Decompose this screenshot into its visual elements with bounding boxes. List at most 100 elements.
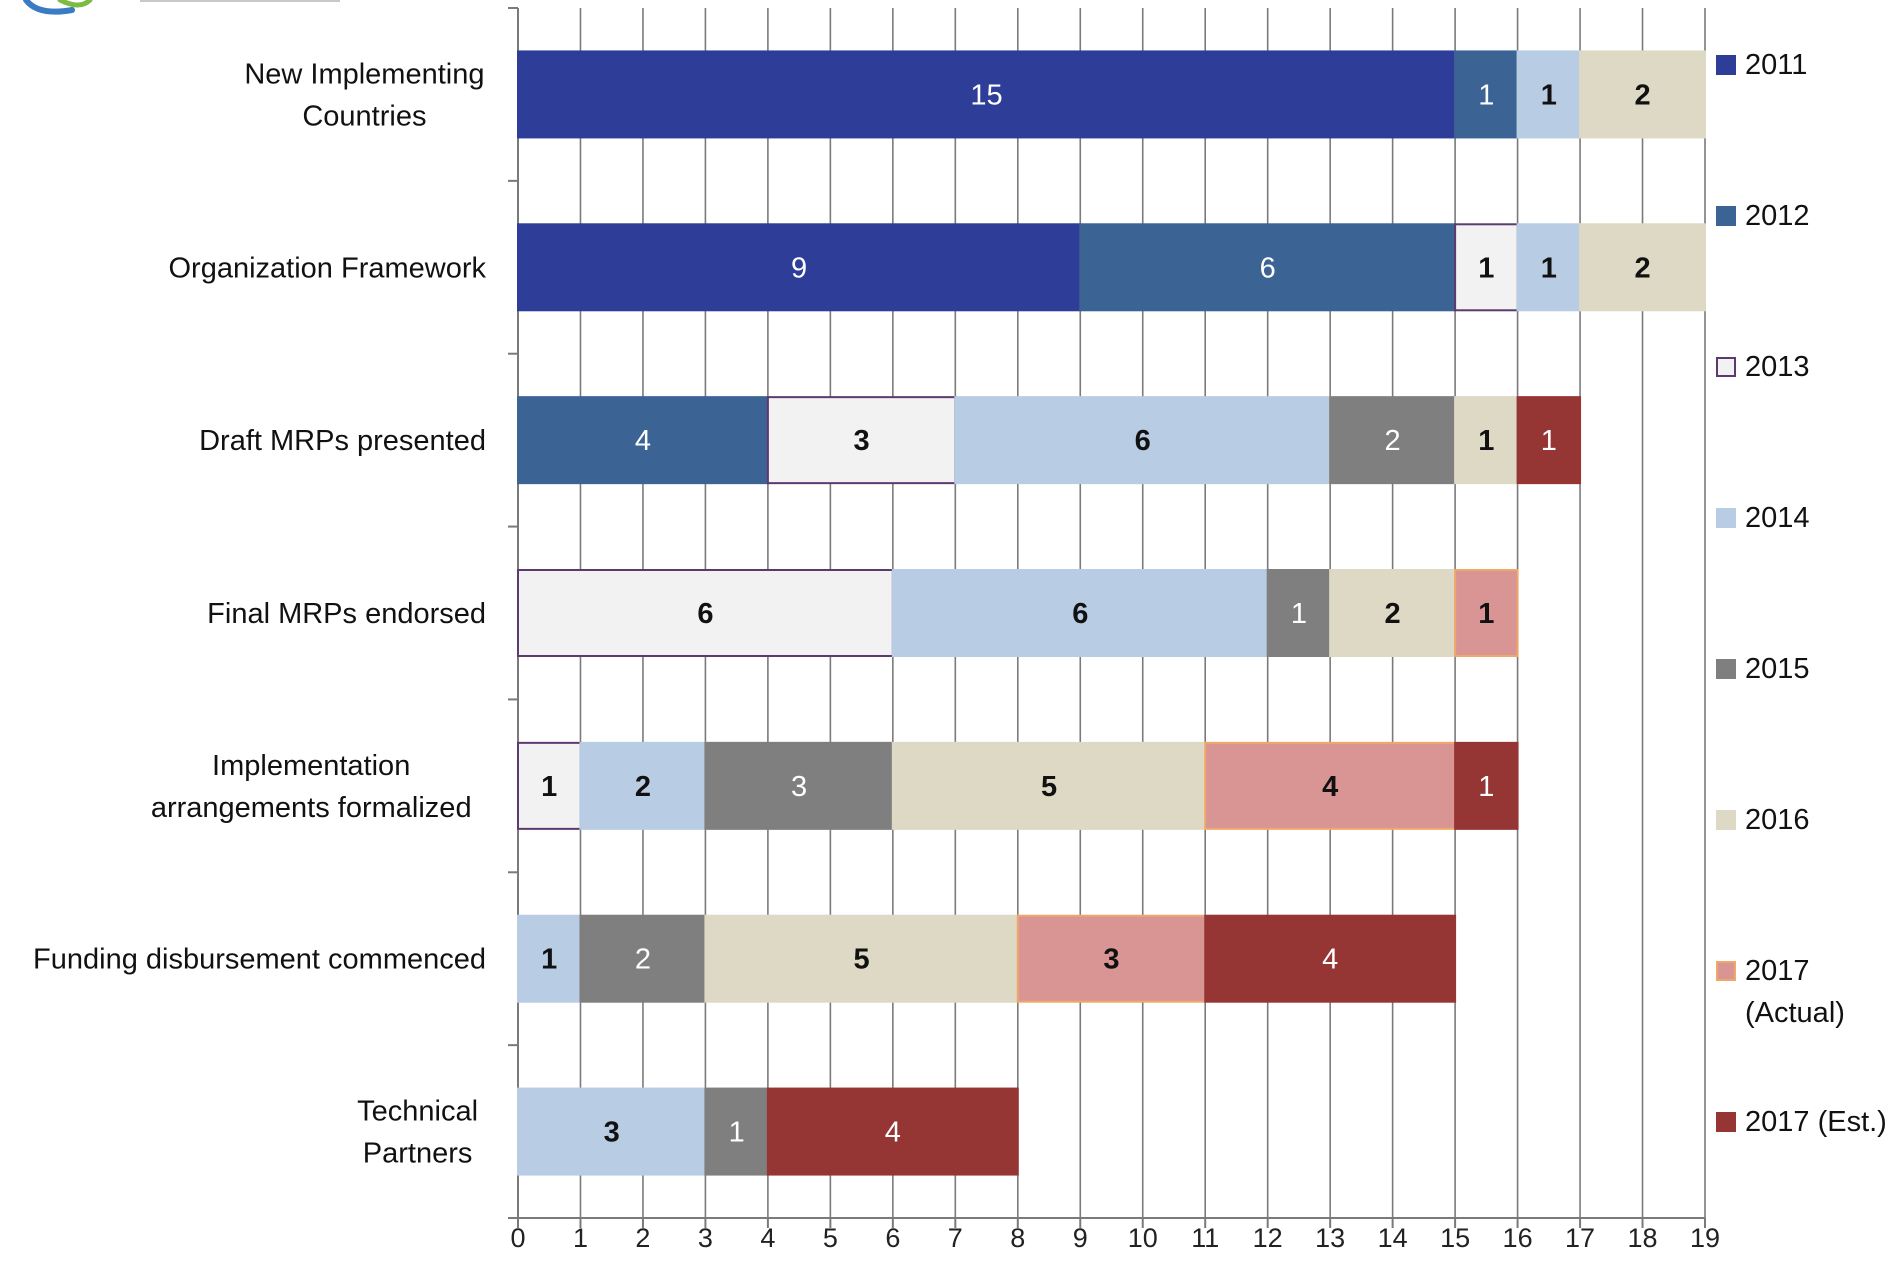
data-label-implementation-arrangements-formalized-2017-actual: 4 xyxy=(1322,771,1338,803)
x-tick-label-5: 5 xyxy=(823,1223,838,1253)
data-label-new-implementing-countries-2011: 15 xyxy=(970,79,1002,111)
data-label-technical-partners-2015: 1 xyxy=(729,1117,745,1149)
bars-layer: 15 1 1 29 6 1 1 24 3 6 2 1 16 6 1 2 11 2 3 5 4 11 2 5 3 43 1 4 xyxy=(517,50,1706,1176)
bar-technical-partners-2015 xyxy=(704,1087,769,1176)
legend-swatch-2016 xyxy=(1716,810,1736,830)
x-tick-label-14: 14 xyxy=(1378,1223,1408,1253)
x-tick-label-18: 18 xyxy=(1628,1223,1658,1253)
category-label-implementation-arrangements-formalized: Implementation arrangements formalized xyxy=(151,750,472,824)
legend-label-2013: 2013 xyxy=(1745,351,1810,383)
legend-label-2016: 2016 xyxy=(1745,804,1810,836)
bar-funding-disbursement-commenced-2017-est xyxy=(1204,914,1457,1003)
x-tick-label-7: 7 xyxy=(948,1223,963,1253)
x-tick-label-4: 4 xyxy=(760,1223,775,1253)
data-label-organization-framework-2016: 2 xyxy=(1634,252,1650,284)
bar-draft-mrps-presented-2014 xyxy=(954,396,1332,485)
bar-final-mrps-endorsed-2015 xyxy=(1266,569,1332,657)
x-tick-label-13: 13 xyxy=(1315,1223,1345,1253)
bar-new-implementing-countries-2012 xyxy=(1454,50,1519,139)
data-label-technical-partners-2017-est: 4 xyxy=(885,1117,901,1149)
bar-new-implementing-countries-2016 xyxy=(1579,50,1706,139)
data-label-draft-mrps-presented-2017-est: 1 xyxy=(1541,425,1557,457)
data-label-funding-disbursement-commenced-2017-actual: 3 xyxy=(1103,944,1119,976)
category-label-new-implementing-countries: New Implementing Countries xyxy=(244,58,484,132)
bar-draft-mrps-presented-2012 xyxy=(517,396,769,485)
category-label-draft-mrps-presented: Draft MRPs presented xyxy=(199,425,486,457)
bar-new-implementing-countries-2014 xyxy=(1516,50,1582,139)
data-label-organization-framework-2012: 6 xyxy=(1260,252,1276,284)
x-tick-label-0: 0 xyxy=(510,1223,525,1253)
data-label-organization-framework-2014: 1 xyxy=(1541,252,1557,284)
x-tick-label-6: 6 xyxy=(885,1223,900,1253)
legend-label-2017-est: 2017 (Est.) xyxy=(1745,1106,1887,1138)
data-label-new-implementing-countries-2012: 1 xyxy=(1478,79,1494,111)
legend-label-2014: 2014 xyxy=(1745,502,1810,534)
logo-fragment xyxy=(23,0,340,15)
data-label-draft-mrps-presented-2013: 3 xyxy=(854,425,870,457)
legend-swatch-2017-actual xyxy=(1716,961,1736,981)
bar-organization-framework-2014 xyxy=(1516,223,1582,312)
x-tick-label-17: 17 xyxy=(1565,1223,1595,1253)
legend-label-2012: 2012 xyxy=(1745,200,1810,232)
bar-final-mrps-endorsed-2013 xyxy=(517,569,894,657)
data-label-organization-framework-2013: 1 xyxy=(1478,252,1494,284)
legend-label-2011: 2011 xyxy=(1745,49,1807,81)
category-label-organization-framework: Organization Framework xyxy=(169,252,487,284)
data-label-final-mrps-endorsed-2013: 6 xyxy=(697,598,713,630)
x-axis-tick-labels: 0 1 2 3 4 5 6 7 8 9 10 11 12 13 14 15 16 17 18 19 xyxy=(510,1223,1720,1253)
data-label-final-mrps-endorsed-2015: 1 xyxy=(1291,598,1307,630)
bar-organization-framework-2012 xyxy=(1079,223,1457,312)
bar-final-mrps-endorsed-2014 xyxy=(891,569,1269,657)
legend-swatch-2013 xyxy=(1716,357,1736,377)
bar-final-mrps-endorsed-2016 xyxy=(1329,569,1457,657)
bar-implementation-arrangements-formalized-2013 xyxy=(517,741,582,830)
x-tick-label-1: 1 xyxy=(573,1223,588,1253)
data-label-new-implementing-countries-2016: 2 xyxy=(1634,79,1650,111)
legend-label-2015: 2015 xyxy=(1745,653,1810,685)
category-label-funding-disbursement-commenced: Funding disbursement commenced xyxy=(33,944,486,976)
x-tick-label-16: 16 xyxy=(1503,1223,1533,1253)
data-label-draft-mrps-presented-2015: 2 xyxy=(1385,425,1401,457)
legend-swatch-2011 xyxy=(1716,55,1736,75)
data-label-draft-mrps-presented-2014: 6 xyxy=(1135,425,1151,457)
legend-label-2017-actual: 2017 (Actual) xyxy=(1745,955,1845,1029)
bar-implementation-arrangements-formalized-2015 xyxy=(704,741,894,830)
data-label-implementation-arrangements-formalized-2016: 5 xyxy=(1041,771,1057,803)
bar-implementation-arrangements-formalized-2016 xyxy=(891,741,1207,830)
data-label-organization-framework-2011: 9 xyxy=(791,252,807,284)
legend-swatch-2017-est xyxy=(1716,1112,1736,1132)
bar-funding-disbursement-commenced-2015 xyxy=(579,914,707,1003)
data-label-funding-disbursement-commenced-2017-est: 4 xyxy=(1322,944,1338,976)
bar-funding-disbursement-commenced-2016 xyxy=(704,914,1019,1003)
bar-draft-mrps-presented-2015 xyxy=(1329,396,1457,485)
bar-draft-mrps-presented-2017-est xyxy=(1516,396,1582,485)
data-label-draft-mrps-presented-2012: 4 xyxy=(635,425,651,457)
bar-draft-mrps-presented-2013 xyxy=(766,396,957,485)
data-label-implementation-arrangements-formalized-2015: 3 xyxy=(791,771,807,803)
bar-new-implementing-countries-2011 xyxy=(517,50,1457,139)
x-tick-label-15: 15 xyxy=(1440,1223,1470,1253)
legend-swatch-2012 xyxy=(1716,206,1736,226)
bar-organization-framework-2011 xyxy=(517,223,1082,312)
data-label-new-implementing-countries-2014: 1 xyxy=(1541,79,1557,111)
data-label-technical-partners-2014: 3 xyxy=(604,1117,620,1149)
legend-swatch-2014 xyxy=(1716,508,1736,528)
data-label-funding-disbursement-commenced-2015: 2 xyxy=(635,944,651,976)
category-label-final-mrps-endorsed: Final MRPs endorsed xyxy=(207,598,486,630)
category-label-technical-partners: Technical Partners xyxy=(357,1096,478,1170)
x-tick-label-12: 12 xyxy=(1253,1223,1283,1253)
data-label-funding-disbursement-commenced-2014: 1 xyxy=(541,944,557,976)
data-label-draft-mrps-presented-2016: 1 xyxy=(1478,425,1494,457)
x-tick-label-11: 11 xyxy=(1191,1223,1219,1253)
x-tick-label-10: 10 xyxy=(1128,1223,1158,1253)
bar-funding-disbursement-commenced-2017-actual xyxy=(1016,914,1207,1003)
data-label-final-mrps-endorsed-2016: 2 xyxy=(1385,598,1401,630)
data-label-implementation-arrangements-formalized-2017-est: 1 xyxy=(1478,771,1494,803)
bar-implementation-arrangements-formalized-2017-est xyxy=(1454,741,1519,830)
legend-swatch-2015 xyxy=(1716,659,1736,679)
data-label-final-mrps-endorsed-2014: 6 xyxy=(1072,598,1088,630)
x-tick-label-8: 8 xyxy=(1010,1223,1025,1253)
x-tick-label-2: 2 xyxy=(635,1223,650,1253)
